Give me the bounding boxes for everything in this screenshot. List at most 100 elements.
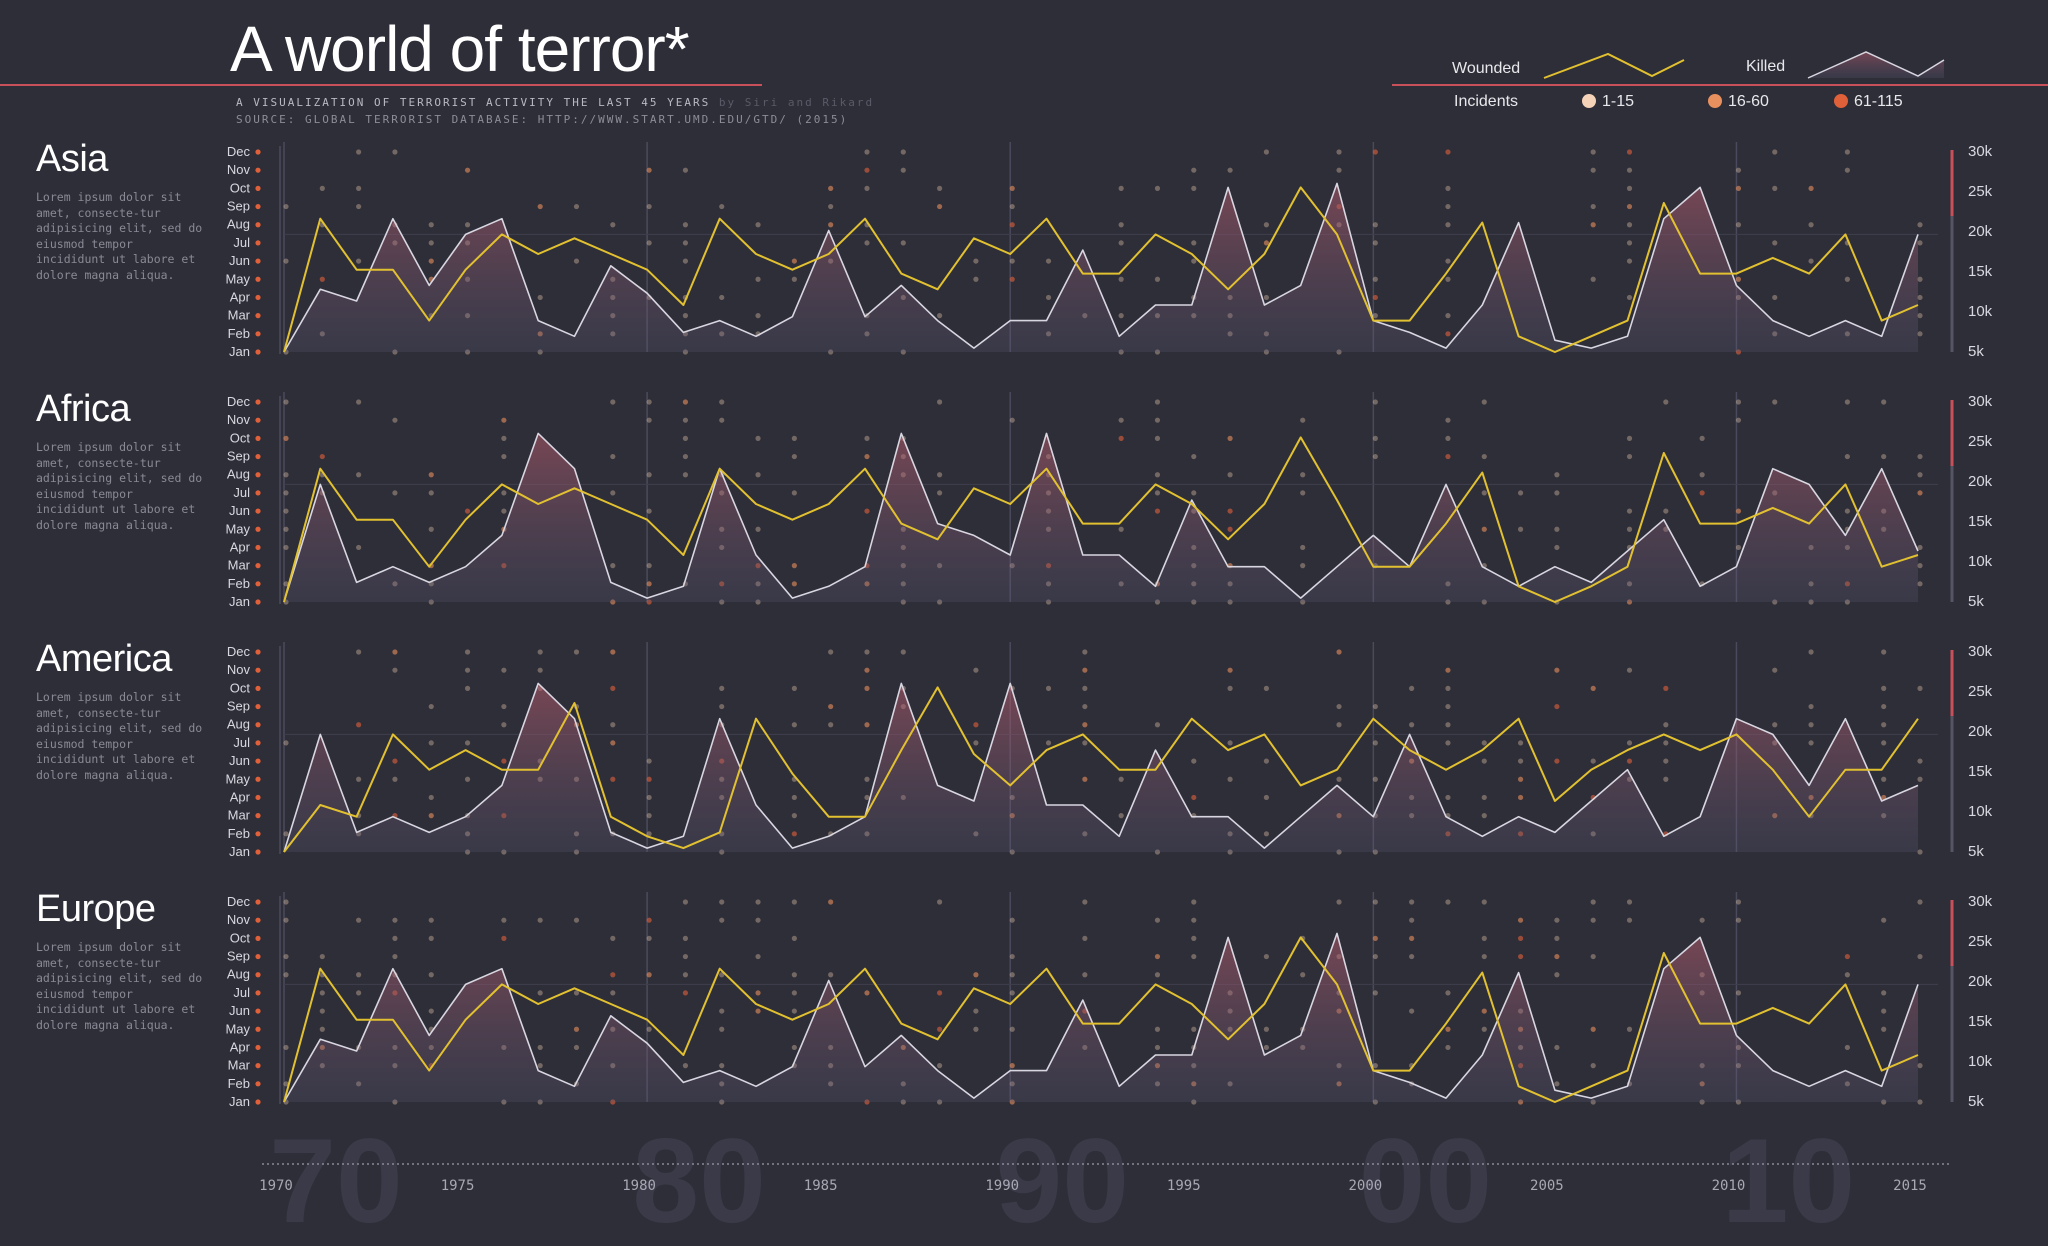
killed-line [283,932,1919,1103]
incident-dot [1481,1008,1487,1014]
incident-dot [646,813,652,819]
incident-dot [1917,581,1923,587]
incident-dot [1445,149,1451,155]
incident-dot [319,453,325,460]
incident-dot [1626,435,1633,441]
incident-dot [319,185,325,191]
incident-dot [1663,758,1669,764]
incident-dot [900,167,906,173]
x-tick-label: 1995 [1167,1178,1201,1194]
incident-dot [1409,935,1415,941]
incident-dot [1372,435,1378,441]
incident-dot [501,703,507,710]
killed-line [283,682,1919,853]
incident-dot [1082,667,1088,673]
incident-dot [646,758,652,764]
x-tick-label: 1980 [622,1178,656,1194]
incident-dot [1336,776,1342,782]
incident-dot [1881,740,1887,746]
incident-dot [610,222,616,228]
incident-dot [1590,1026,1596,1032]
incident-dot [1626,526,1633,532]
incident-dot [464,685,471,691]
wounded-line [283,186,1919,353]
month-label: Oct [230,680,251,695]
incident-dot [501,490,507,496]
incident-dot [392,917,398,923]
incident-dot [428,935,434,941]
incident-dot [1917,472,1923,478]
incident-dot [646,472,652,478]
incident-dot [1517,935,1524,941]
x-tick-label: 2015 [1893,1178,1927,1194]
incident-dot [682,399,689,405]
incident-dot [682,417,689,423]
incident-dot [1336,149,1342,155]
incident-dot [573,1026,580,1032]
incident-dot [646,203,652,210]
incident-dot [356,185,362,191]
incident-dot [1772,240,1778,246]
incident-dot [682,222,689,228]
incident-dot [283,435,289,441]
incident-dot [1554,526,1560,532]
incident-dot [573,258,580,264]
incident-dot [537,667,543,673]
incident-dot [1445,258,1451,264]
month-dot [255,649,261,655]
month-label: Feb [228,326,250,341]
month-label: Jan [229,844,250,859]
incident-dot [1118,185,1124,191]
incident-dot [1517,526,1524,532]
month-label: May [225,271,250,286]
y-tick-label: 15k [1968,513,1993,530]
month-label: Jul [233,485,250,500]
region-description: Lorem ipsum dolor sit amet, consecte-tur… [36,440,203,532]
incident-dot [719,1063,725,1069]
incident-dot [1118,813,1124,819]
incident-dot [356,472,362,478]
month-dot [255,831,261,837]
month-dot [255,453,261,460]
incident-dot [1517,794,1524,801]
incident-dot [1808,722,1814,728]
incident-dot [1409,1008,1415,1014]
incident-dot [1554,703,1560,710]
incident-dot [428,222,434,228]
incident-dot [1735,917,1742,923]
incident-dot [1082,740,1088,746]
incident-dot [1263,794,1269,801]
legend-rule [1392,84,2048,86]
incident-dot [1118,417,1124,423]
incident-dot [610,490,616,496]
incident-dot [1300,417,1306,423]
incident-dot [319,1008,325,1014]
month-dot [255,722,261,728]
incident-dot [1481,899,1487,905]
incident-dot [1227,472,1233,478]
incident-dot [864,667,870,673]
incident-dot [755,276,761,282]
incident-dot [1626,203,1633,210]
incident-dot [1881,776,1887,782]
incident-dot [719,417,725,423]
wounded-line [283,936,1919,1103]
incident-dot [1481,935,1487,941]
incident-dot [428,258,434,264]
incident-dot [1154,472,1161,478]
incident-dot [791,490,797,496]
incident-dot [1808,222,1814,228]
x-tick-label: 2010 [1712,1178,1746,1194]
incident-dot [1481,399,1487,405]
incident-dot [392,417,398,423]
region-panel-america: Jan Feb Mar Apr May Jun Jul Aug Sep Oct Nov Dec 5k 10… [225,642,1993,860]
region-panel-europe: Jan Feb Mar Apr May Jun Jul Aug Sep Oct Nov Dec 5k 10… [225,892,1993,1110]
incident-dot [1263,1044,1269,1051]
y-tick-label: 30k [1968,393,1993,410]
incident-dot [1917,276,1923,282]
month-dot [255,508,261,514]
killed-area [284,433,1918,602]
month-label: Sep [227,199,250,214]
incident-dot [501,508,507,514]
incident-dot [1445,435,1451,441]
